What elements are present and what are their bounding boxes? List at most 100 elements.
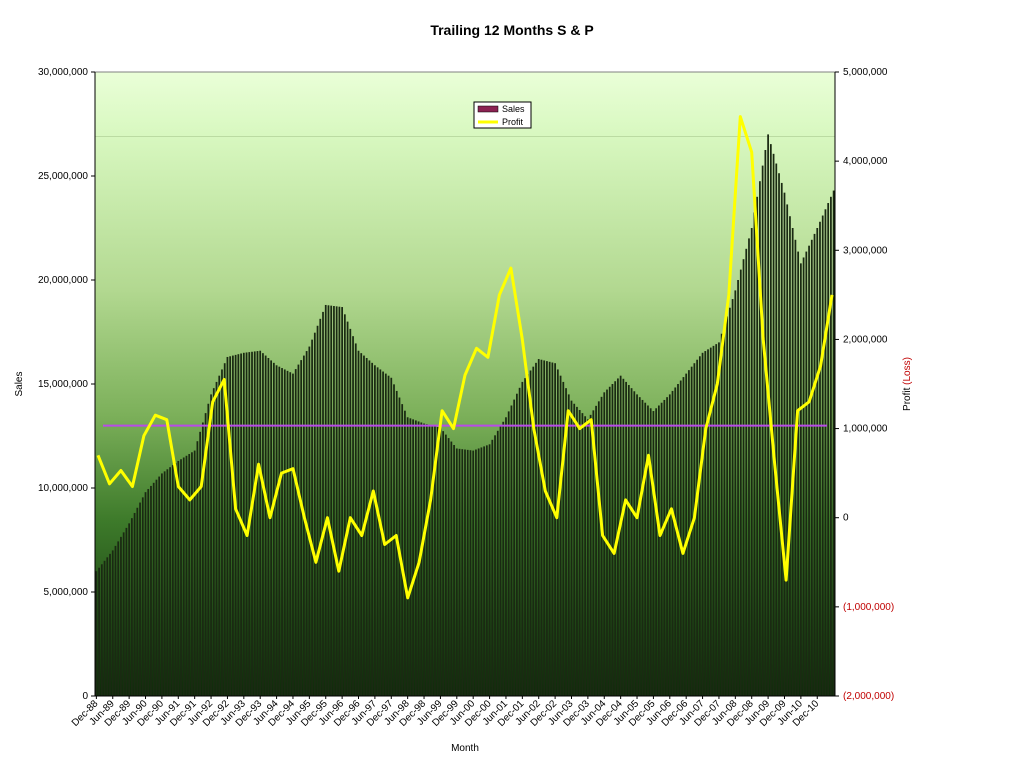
sales-bar — [338, 306, 341, 696]
legend-profit-label: Profit — [502, 117, 524, 127]
sales-bar — [573, 403, 576, 696]
sales-bar — [428, 424, 431, 696]
sales-bar — [272, 362, 275, 696]
sales-bar — [125, 527, 128, 696]
sales-bar — [150, 485, 152, 696]
sales-bar — [294, 369, 297, 696]
sales-bar — [171, 465, 174, 696]
sales-bar — [502, 421, 505, 696]
sales-bar — [333, 306, 335, 696]
sales-bar — [223, 363, 226, 696]
sales-bar — [701, 352, 704, 696]
sales-bar — [603, 392, 606, 696]
sales-bar — [169, 467, 171, 696]
sales-bar — [466, 449, 469, 696]
sales-bar — [715, 344, 718, 696]
sales-bar — [671, 390, 674, 696]
sales-bar — [103, 560, 106, 696]
sales-bar — [289, 372, 292, 696]
y-left-tick-label: 5,000,000 — [44, 587, 89, 598]
sales-bar — [201, 422, 204, 696]
sales-bar — [742, 259, 745, 696]
sales-bars — [95, 134, 835, 697]
sales-bar — [136, 507, 139, 696]
sales-bar — [447, 438, 450, 696]
sales-bar — [581, 413, 584, 696]
sales-bar — [578, 410, 581, 696]
sales-bar — [453, 445, 455, 696]
sales-bar — [425, 424, 428, 696]
legend: Sales Profit — [473, 101, 532, 129]
sales-bar — [824, 209, 827, 696]
sales-bar — [286, 370, 289, 696]
sales-bar — [587, 419, 589, 696]
sales-bar — [625, 381, 627, 696]
sales-bar — [505, 417, 507, 696]
sales-bar — [794, 239, 797, 697]
sales-bar — [431, 425, 434, 696]
sales-bar — [404, 410, 406, 696]
sales-bar — [191, 452, 193, 696]
sales-bar — [720, 333, 723, 696]
sales-bar — [324, 304, 327, 696]
sales-bar — [412, 419, 414, 696]
sales-bar — [491, 439, 494, 696]
sales-bar — [234, 354, 237, 696]
sales-bar — [436, 426, 439, 696]
sales-bar — [799, 263, 802, 696]
sales-bar — [559, 375, 562, 696]
sales-bar — [106, 557, 109, 696]
sales-bar — [551, 362, 554, 696]
sales-bar — [376, 367, 379, 696]
y-left-tick-label: 0 — [82, 691, 88, 702]
sales-bar — [496, 430, 499, 696]
sales-bar — [832, 190, 835, 696]
y-axis-right-label: Profit (Loss) — [902, 357, 913, 411]
sales-bar — [816, 228, 819, 696]
sales-bar — [636, 394, 638, 696]
sales-bar — [215, 381, 218, 696]
sales-bar — [311, 339, 313, 696]
sales-bar — [393, 384, 395, 696]
sales-bar — [737, 280, 739, 696]
sales-bar — [690, 366, 693, 696]
sales-bar — [374, 365, 376, 696]
y-right-tick-label: 4,000,000 — [843, 156, 888, 167]
sales-bar — [278, 366, 281, 696]
sales-bar — [696, 359, 698, 696]
sales-bar — [668, 394, 671, 696]
sales-bar — [387, 375, 390, 696]
sales-bar — [210, 394, 212, 696]
sales-bar — [297, 364, 300, 696]
sales-bar — [745, 248, 748, 697]
sales-bar — [627, 385, 630, 696]
sales-bar — [821, 215, 824, 696]
sales-bar — [180, 459, 182, 696]
sales-bar — [775, 163, 778, 696]
y-right-tick-label: (2,000,000) — [843, 691, 894, 702]
sales-bar — [488, 444, 491, 696]
sales-bar — [532, 366, 535, 696]
sales-bar — [682, 377, 685, 696]
sales-bar — [343, 314, 346, 696]
sales-bar — [352, 336, 354, 696]
sales-bar — [589, 414, 592, 696]
sales-bar — [548, 361, 551, 696]
sales-bar — [270, 360, 272, 696]
sales-bar — [128, 523, 131, 696]
sales-bar — [658, 405, 660, 696]
sales-bar — [693, 363, 696, 696]
y-right-tick-label: 0 — [843, 513, 849, 524]
sales-bar — [663, 399, 666, 696]
sales-bar — [698, 356, 701, 696]
sales-bar — [507, 411, 510, 696]
y-right-tick-label: (1,000,000) — [843, 602, 894, 613]
sales-bar — [147, 489, 150, 696]
sales-bar — [524, 378, 526, 696]
sales-bar — [808, 245, 810, 696]
sales-bar — [98, 567, 100, 696]
sales-bar — [789, 216, 791, 696]
sales-bar — [619, 375, 622, 696]
profit-line — [96, 115, 834, 600]
sales-bar — [565, 388, 567, 696]
